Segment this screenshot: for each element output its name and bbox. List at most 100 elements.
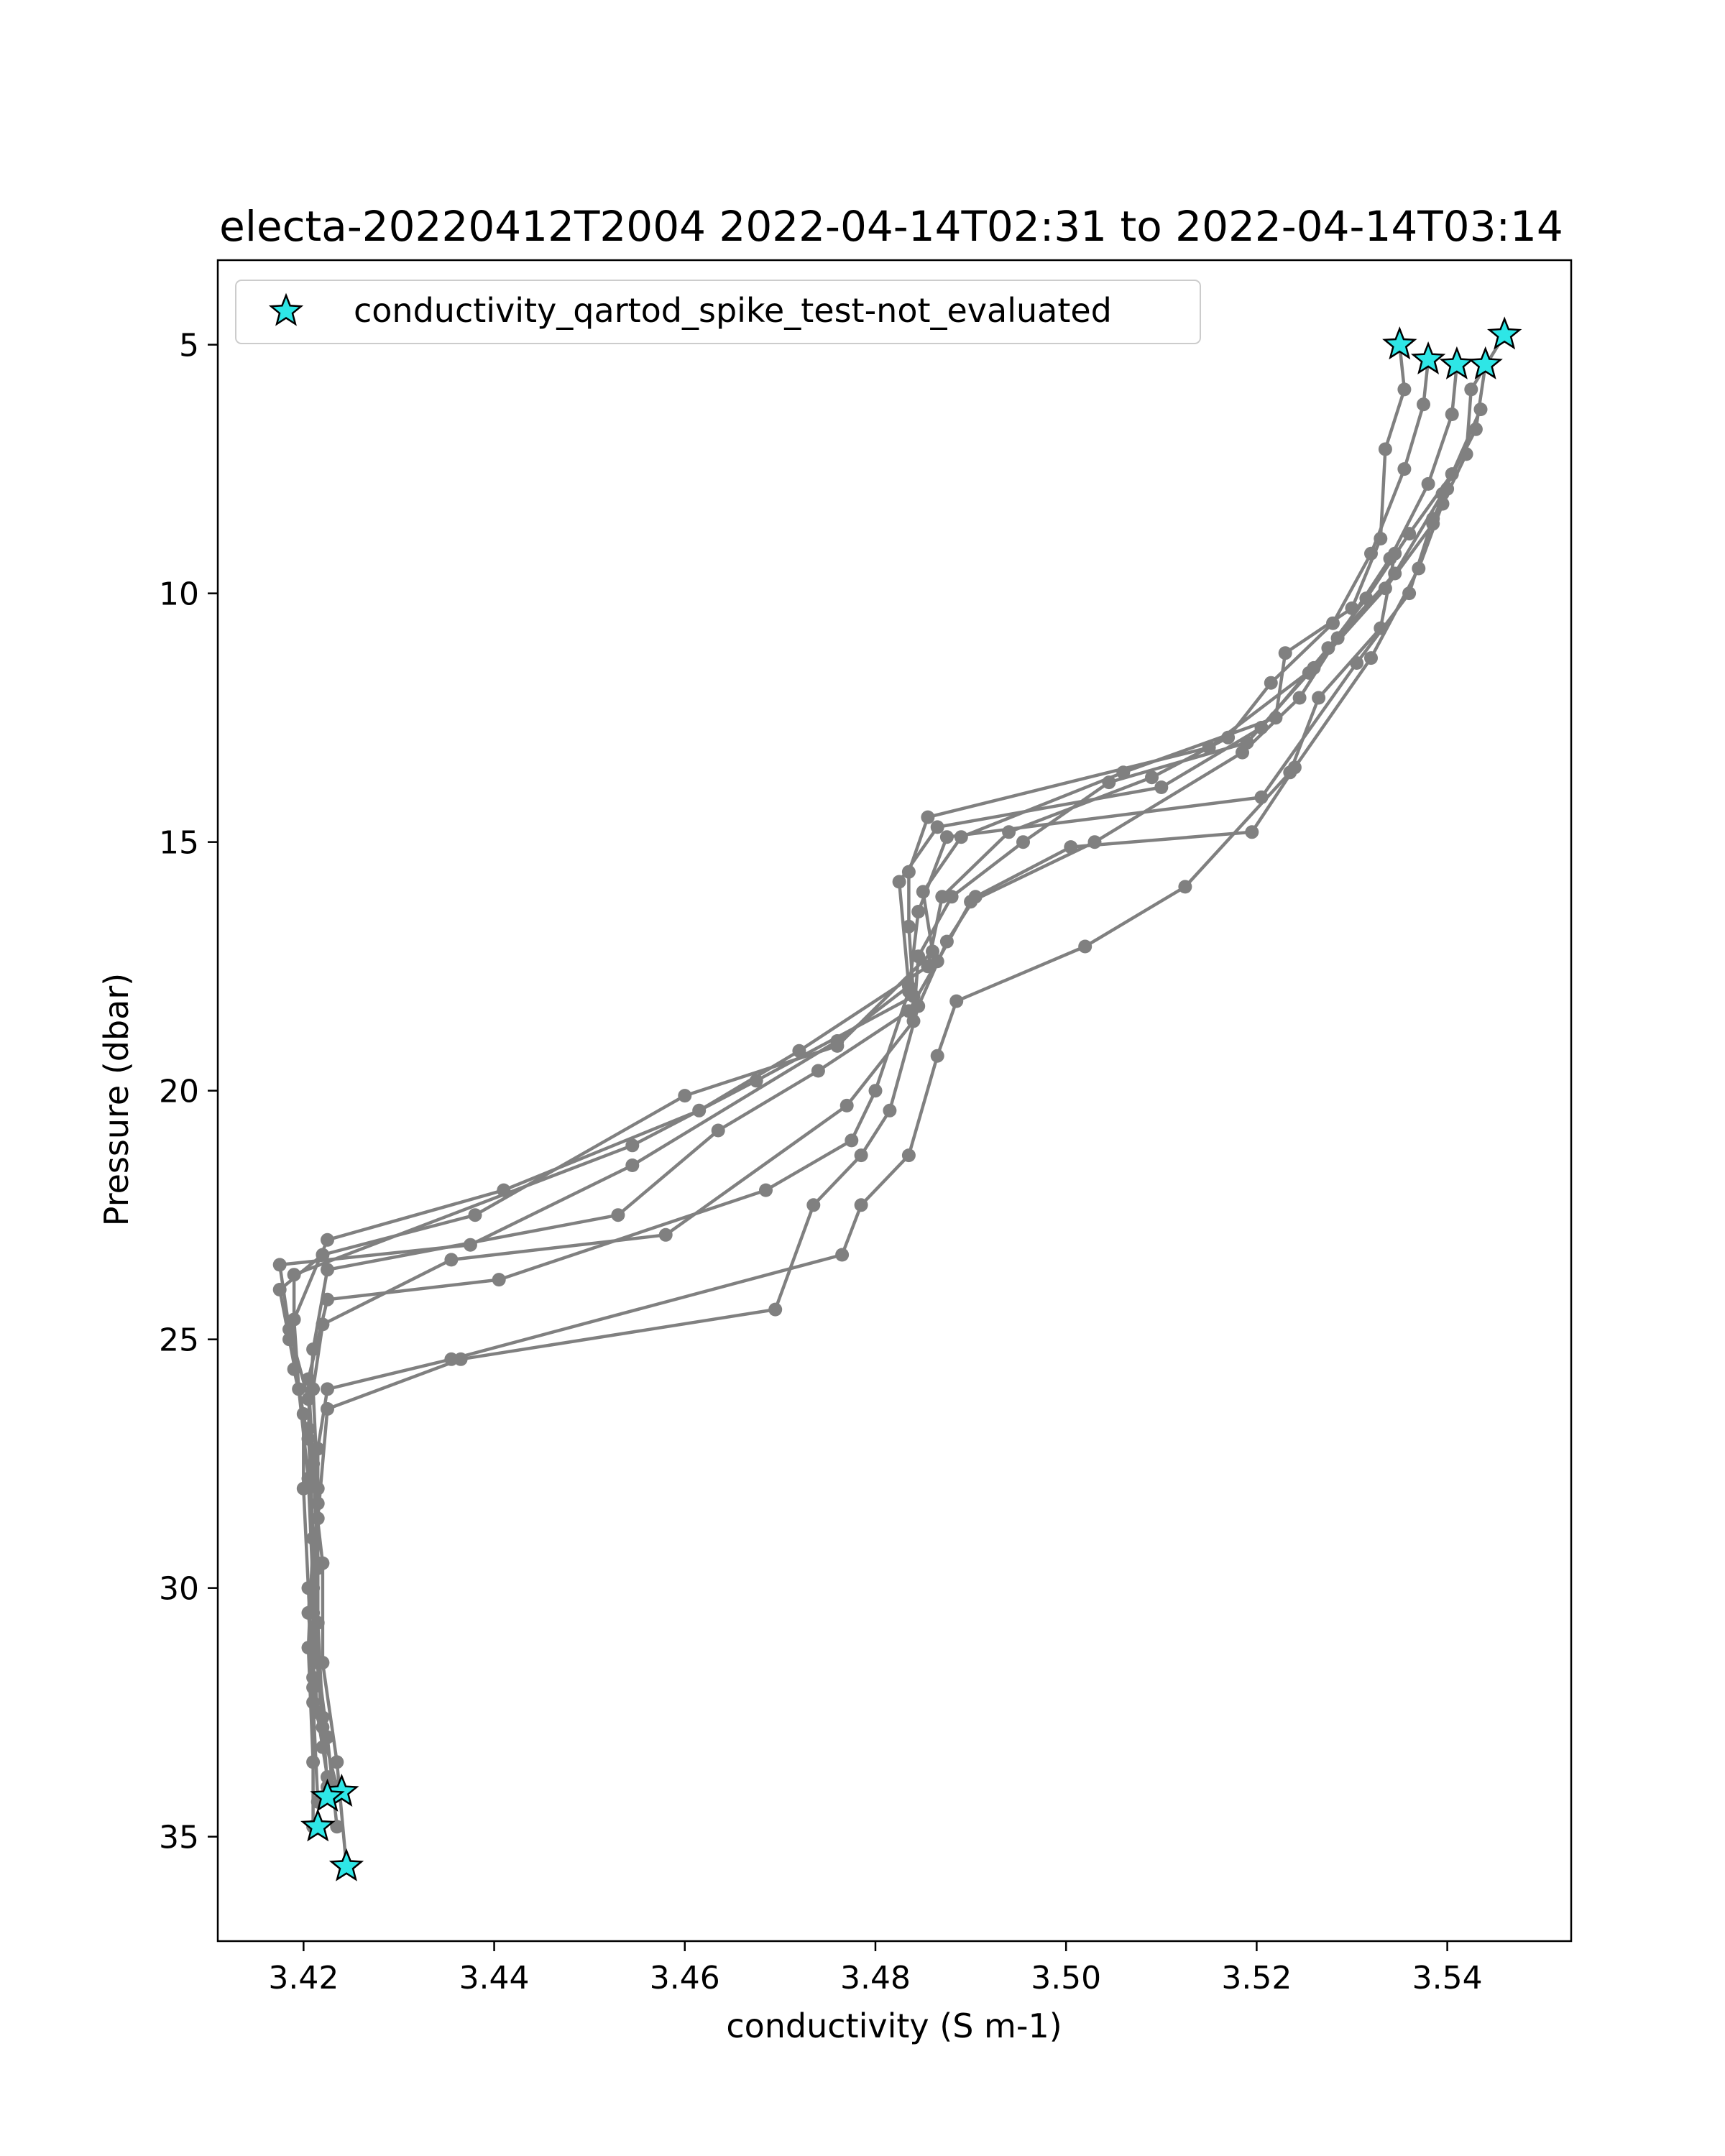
profile-point bbox=[1378, 442, 1392, 456]
profile-point bbox=[749, 1074, 763, 1088]
flag-star-marker bbox=[1468, 346, 1503, 379]
profile-point bbox=[306, 1755, 321, 1769]
x-tick-label: 3.48 bbox=[840, 1960, 911, 1996]
x-tick-label: 3.42 bbox=[268, 1960, 339, 1996]
profile-point bbox=[1402, 527, 1417, 541]
flag-star-marker bbox=[328, 1848, 364, 1881]
profile-point bbox=[321, 1263, 334, 1277]
profile-point bbox=[611, 1208, 625, 1222]
profile-point bbox=[658, 1227, 673, 1242]
x-tick-label: 3.46 bbox=[650, 1960, 720, 1996]
profile-point bbox=[444, 1352, 459, 1366]
profile-point bbox=[868, 1084, 883, 1098]
profile-point bbox=[759, 1183, 773, 1197]
profile-point bbox=[835, 1248, 850, 1262]
flag-star-marker bbox=[1410, 341, 1446, 374]
y-tick-label: 20 bbox=[159, 1074, 199, 1110]
profile-point bbox=[1464, 382, 1478, 397]
profile-point bbox=[930, 820, 944, 834]
y-axis-title: Pressure (dbar) bbox=[97, 973, 136, 1226]
profile-point bbox=[1145, 770, 1159, 785]
profile-point bbox=[1440, 482, 1455, 496]
x-tick-label: 3.50 bbox=[1031, 1960, 1101, 1996]
profile-point bbox=[1473, 402, 1488, 417]
profile-point bbox=[287, 1268, 301, 1282]
flag-star-marker bbox=[1439, 346, 1475, 379]
profile-point bbox=[1435, 497, 1450, 511]
profile-point bbox=[1364, 546, 1378, 561]
profile-point bbox=[1178, 880, 1192, 894]
profile-point bbox=[1359, 591, 1374, 606]
profile-point bbox=[306, 1670, 321, 1685]
legend-box bbox=[235, 280, 1201, 344]
profile-point bbox=[901, 1148, 916, 1163]
profile-point bbox=[845, 1133, 859, 1148]
profile-point bbox=[272, 1258, 287, 1272]
profile-point bbox=[1397, 382, 1412, 397]
profile-point bbox=[892, 875, 906, 889]
profile-series-9 bbox=[310, 546, 1402, 1834]
profile-point bbox=[1445, 407, 1459, 421]
profile-point bbox=[444, 1253, 459, 1267]
profile-point bbox=[930, 1049, 944, 1063]
profile-point bbox=[1388, 546, 1402, 561]
profile-point bbox=[1264, 676, 1278, 690]
y-tick-label: 35 bbox=[159, 1820, 199, 1856]
flag-star-marker bbox=[1487, 316, 1522, 350]
profile-point bbox=[625, 1158, 640, 1172]
profile-point bbox=[854, 1198, 868, 1212]
profile-point bbox=[1412, 561, 1426, 576]
x-axis: 3.42 3.44 3.46 3.48 3.50 3.52 3.54 bbox=[268, 1941, 1483, 1996]
profile-point bbox=[968, 890, 983, 904]
profile-point bbox=[1417, 397, 1430, 412]
profile-point bbox=[1240, 735, 1254, 750]
profile-point bbox=[1421, 476, 1435, 491]
profile-point bbox=[301, 1372, 316, 1386]
profile-point bbox=[1078, 939, 1092, 954]
profile-point bbox=[1154, 780, 1169, 794]
x-tick-label: 3.44 bbox=[459, 1960, 530, 1996]
profile-point bbox=[901, 919, 916, 934]
profile-point bbox=[321, 1382, 334, 1396]
legend: conductivity_qartod_spike_test-not_evalu… bbox=[235, 280, 1201, 344]
profile-point bbox=[1397, 462, 1412, 476]
profile-point bbox=[330, 1820, 344, 1834]
profile-point bbox=[625, 1138, 640, 1153]
y-tick-label: 10 bbox=[159, 576, 199, 613]
profile-point bbox=[321, 1233, 334, 1247]
profile-point bbox=[806, 1198, 821, 1212]
profile-point bbox=[1364, 651, 1378, 665]
profile-point bbox=[901, 984, 916, 998]
profile-point bbox=[811, 1064, 825, 1078]
profile-point bbox=[321, 1292, 334, 1307]
x-tick-label: 3.52 bbox=[1221, 1960, 1292, 1996]
profile-point bbox=[1102, 775, 1116, 790]
plot-frame bbox=[216, 259, 1573, 1943]
flagged-points bbox=[300, 316, 1522, 1881]
data-layer bbox=[272, 316, 1522, 1881]
profile-point bbox=[911, 999, 926, 1013]
legend-entry-label: conductivity_qartod_spike_test-not_evalu… bbox=[354, 291, 1112, 330]
flag-star-marker bbox=[310, 1778, 345, 1812]
profile-point bbox=[287, 1362, 301, 1376]
profile-point bbox=[1302, 665, 1316, 680]
y-axis: 5 10 15 20 25 30 35 bbox=[159, 328, 218, 1856]
chart-title: electa-20220412T2004 2022-04-14T02:31 to… bbox=[219, 202, 1563, 251]
profile-point bbox=[1312, 691, 1326, 705]
flag-star-marker bbox=[300, 1808, 336, 1842]
profile-point bbox=[949, 994, 964, 1008]
profile-point bbox=[911, 905, 926, 918]
profile-point bbox=[468, 1208, 482, 1222]
profile-point bbox=[1292, 691, 1307, 705]
profile-point bbox=[330, 1755, 344, 1769]
profile-point bbox=[939, 934, 954, 949]
profile-point bbox=[711, 1123, 725, 1138]
profile-point bbox=[883, 1103, 897, 1118]
profile-point bbox=[921, 810, 935, 824]
profile-point bbox=[854, 1148, 868, 1163]
profile-point bbox=[939, 830, 954, 844]
profile-line bbox=[316, 553, 1397, 1828]
legend-star-icon bbox=[268, 292, 304, 326]
profile-point bbox=[1245, 825, 1259, 839]
profile-point bbox=[310, 1442, 325, 1456]
